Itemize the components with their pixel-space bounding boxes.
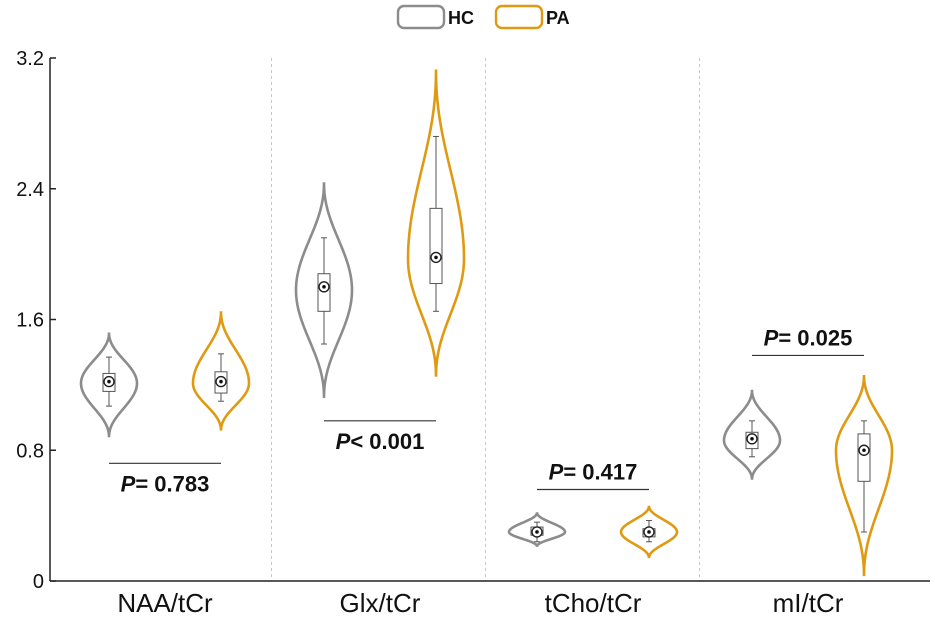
axes: 0 0.8 1.6 2.4 3.2 NAA/tCr Glx/tCr tCho/tCr mI/tC… (16, 48, 930, 618)
significance-annotations: P= 0.783 P< 0.001 P= 0.417 P= 0.025 (109, 325, 864, 496)
boxplots-layer (102, 135, 871, 543)
median-dot (535, 530, 539, 534)
p-value-label: P= 0.783 (121, 471, 210, 496)
violin-PA-3 (834, 375, 894, 577)
median-dot (107, 379, 111, 384)
p-value-label: P< 0.001 (336, 429, 425, 454)
violin-PA-2 (619, 505, 679, 559)
median-dot (750, 437, 754, 441)
y-tick-label: 3.2 (16, 48, 44, 70)
median-dot (647, 530, 651, 534)
legend-label-HC: HC (448, 8, 474, 28)
box-iqr (317, 273, 331, 312)
legend: HC PA (396, 4, 570, 30)
y-tick-label: 1.6 (16, 310, 44, 332)
y-tick-label: 0 (33, 571, 44, 593)
median-dot (219, 379, 223, 384)
violin-HC-0 (79, 332, 139, 438)
y-tick-label: 0.8 (16, 440, 44, 462)
legend-swatch-PA (494, 4, 544, 30)
violin-HC-2 (507, 512, 567, 547)
category-label: mI/tCr (773, 588, 844, 618)
box-iqr (429, 207, 443, 285)
box-iqr (857, 433, 871, 482)
p-value-label: P= 0.417 (549, 459, 638, 484)
y-tick-label: 2.4 (16, 179, 44, 201)
category-label: Glx/tCr (340, 588, 421, 618)
violin-HC-3 (722, 389, 782, 480)
median-dot (322, 285, 326, 289)
violin-HC-1 (294, 182, 354, 398)
legend-label-PA: PA (546, 8, 570, 28)
median-dot (434, 255, 438, 260)
group-separators (271, 58, 700, 581)
legend-swatch-HC (396, 4, 446, 30)
violin-PA-0 (191, 311, 251, 431)
violin-PA-1 (406, 69, 466, 377)
category-label: tCho/tCr (545, 588, 642, 618)
violins-layer (79, 69, 894, 577)
p-value-label: P= 0.025 (764, 325, 853, 350)
category-label: NAA/tCr (117, 588, 213, 618)
median-dot (862, 448, 866, 453)
